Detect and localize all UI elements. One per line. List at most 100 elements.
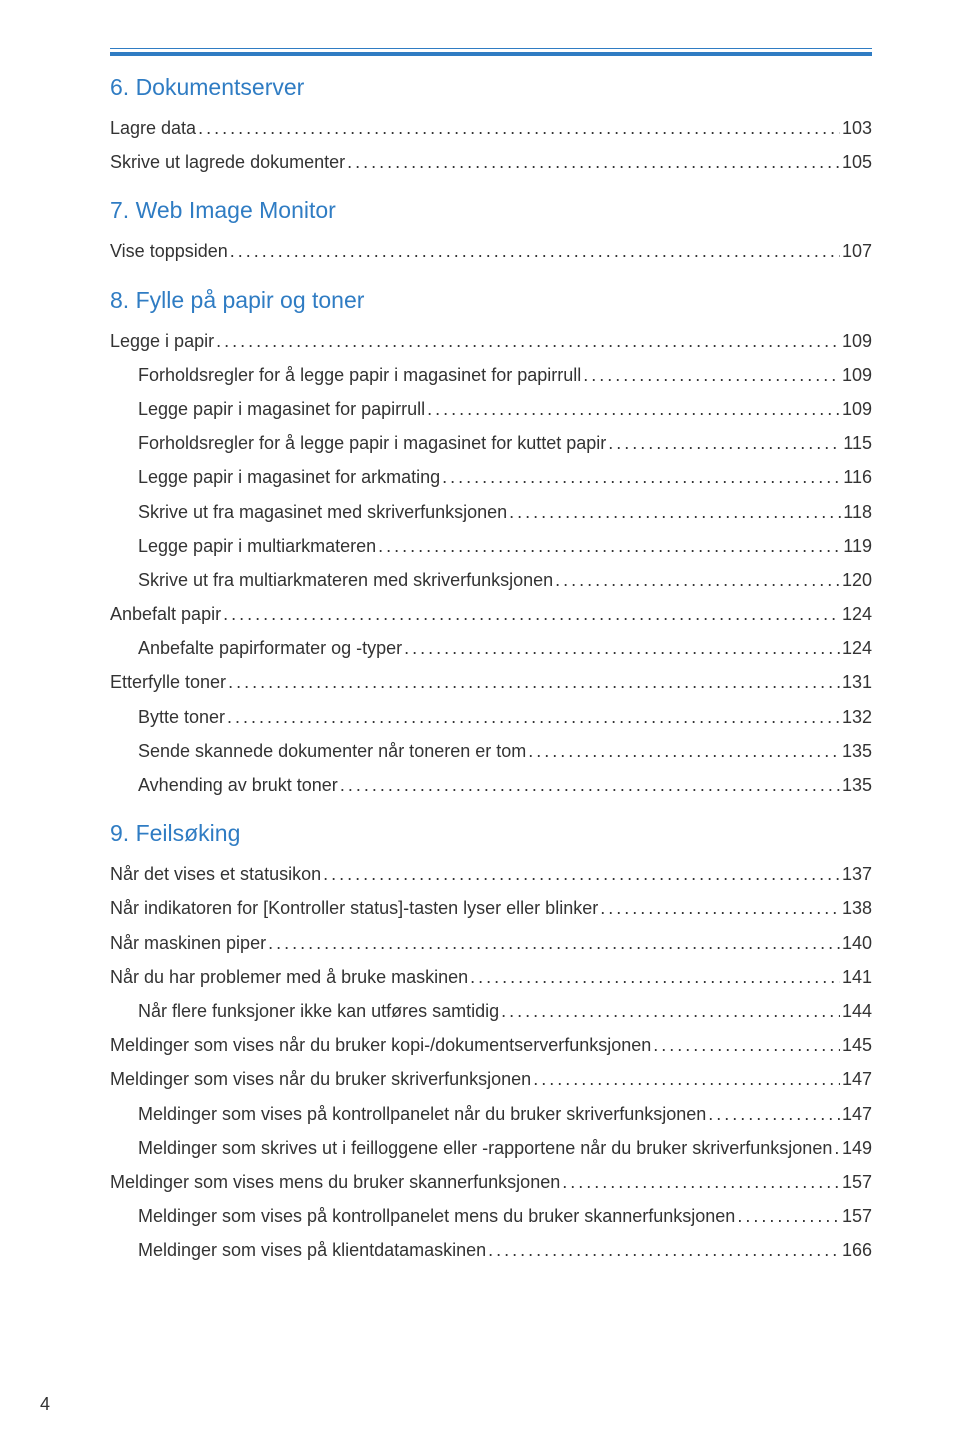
- toc-leader-dots: [404, 631, 840, 665]
- toc-entry-label: Avhending av brukt toner: [138, 768, 338, 802]
- toc-entry: Legge i papir109: [110, 324, 872, 358]
- toc-entry: Meldinger som skrives ut i feilloggene e…: [110, 1131, 872, 1165]
- toc-entry-page: 144: [842, 994, 872, 1028]
- toc-entry: Anbefalt papir124: [110, 597, 872, 631]
- toc-leader-dots: [227, 700, 840, 734]
- toc-entry: Meldinger som vises på kontrollpanelet n…: [110, 1097, 872, 1131]
- toc-leader-dots: [427, 392, 840, 426]
- toc-entry-page: 105: [842, 145, 872, 179]
- toc-leader-dots: [509, 495, 841, 529]
- top-rule-thin: [110, 48, 872, 49]
- toc-entry: Etterfylle toner131: [110, 665, 872, 699]
- toc-entry: Sende skannede dokumenter når toneren er…: [110, 734, 872, 768]
- toc-entry-page: 120: [842, 563, 872, 597]
- toc-entry-page: 141: [842, 960, 872, 994]
- toc-entry-page: 107: [842, 234, 872, 268]
- toc-entry: Når det vises et statusikon 137: [110, 857, 872, 891]
- toc-entry-label: Når maskinen piper: [110, 926, 266, 960]
- toc-entry-label: Lagre data: [110, 111, 196, 145]
- toc-entry-label: Skrive ut fra multiarkmateren med skrive…: [138, 563, 553, 597]
- toc-entry-page: 132: [842, 700, 872, 734]
- toc-entry-page: 124: [842, 631, 872, 665]
- toc-entry-label: Legge papir i multiarkmateren: [138, 529, 376, 563]
- toc-leader-dots: [501, 994, 840, 1028]
- toc-entry-page: 119: [843, 529, 872, 563]
- toc-leader-dots: [198, 111, 840, 145]
- toc-entry: Anbefalte papirformater og -typer124: [110, 631, 872, 665]
- toc-entry: Når indikatoren for [Kontroller status]-…: [110, 891, 872, 925]
- toc-entry-label: Anbefalt papir: [110, 597, 221, 631]
- section-title: 8. Fylle på papir og toner: [110, 287, 872, 314]
- toc-entry-label: Legge papir i magasinet for arkmating: [138, 460, 440, 494]
- toc-entry-page: 147: [842, 1062, 872, 1096]
- section-title: 6. Dokumentserver: [110, 74, 872, 101]
- toc-entry: Når du har problemer med å bruke maskine…: [110, 960, 872, 994]
- page-number: 4: [40, 1394, 50, 1415]
- toc-leader-dots: [216, 324, 840, 358]
- toc-entry-label: Meldinger som vises mens du bruker skann…: [110, 1165, 560, 1199]
- toc-entry: Skrive ut fra magasinet med skriverfunks…: [110, 495, 872, 529]
- toc-entry-page: 116: [843, 460, 872, 494]
- toc-entry: Meldinger som vises mens du bruker skann…: [110, 1165, 872, 1199]
- toc-entry-page: 135: [842, 734, 872, 768]
- section-title: 9. Feilsøking: [110, 820, 872, 847]
- toc-entry-label: Meldinger som vises på kontrollpanelet n…: [138, 1097, 706, 1131]
- toc-entry-label: Bytte toner: [138, 700, 225, 734]
- toc-entry: Skrive ut lagrede dokumenter 105: [110, 145, 872, 179]
- toc-leader-dots: [708, 1097, 840, 1131]
- toc-leader-dots: [562, 1165, 840, 1199]
- toc-leader-dots: [528, 734, 840, 768]
- toc-leader-dots: [340, 768, 840, 802]
- toc-entry-label: Når det vises et statusikon: [110, 857, 321, 891]
- toc-entry-page: 118: [843, 495, 872, 529]
- toc-entry-page: 157: [842, 1165, 872, 1199]
- toc-entry: Når maskinen piper 140: [110, 926, 872, 960]
- toc-entry: Meldinger som vises på kontrollpanelet m…: [110, 1199, 872, 1233]
- toc-entry: Meldinger som vises når du bruker skrive…: [110, 1062, 872, 1096]
- toc-leader-dots: [653, 1028, 840, 1062]
- toc-entry-label: Når indikatoren for [Kontroller status]-…: [110, 891, 598, 925]
- toc-entry-page: 166: [842, 1233, 872, 1267]
- toc-leader-dots: [268, 926, 840, 960]
- toc-entry: Legge papir i magasinet for papirrull109: [110, 392, 872, 426]
- toc-entry: Forholdsregler for å legge papir i magas…: [110, 358, 872, 392]
- toc-leader-dots: [488, 1233, 840, 1267]
- toc-entry: Meldinger som vises på klientdatamaskine…: [110, 1233, 872, 1267]
- toc-entry: Når flere funksjoner ikke kan utføres sa…: [110, 994, 872, 1028]
- toc-entry-page: 138: [842, 891, 872, 925]
- toc-entry-label: Skrive ut lagrede dokumenter: [110, 145, 345, 179]
- document-page: 6. DokumentserverLagre data103Skrive ut …: [0, 0, 960, 1455]
- toc-leader-dots: [470, 960, 840, 994]
- toc-entry-label: Legge papir i magasinet for papirrull: [138, 392, 425, 426]
- toc-entry-label: Forholdsregler for å legge papir i magas…: [138, 426, 606, 460]
- toc-entry-label: Meldinger som vises på klientdatamaskine…: [138, 1233, 486, 1267]
- section-title: 7. Web Image Monitor: [110, 197, 872, 224]
- toc-entry-label: Når flere funksjoner ikke kan utføres sa…: [138, 994, 499, 1028]
- toc-entry-label: Når du har problemer med å bruke maskine…: [110, 960, 468, 994]
- toc-entry-label: Forholdsregler for å legge papir i magas…: [138, 358, 581, 392]
- toc-entry-page: 103: [842, 111, 872, 145]
- toc-leader-dots: [737, 1199, 840, 1233]
- toc-leader-dots: [223, 597, 840, 631]
- toc-entry-page: 109: [842, 358, 872, 392]
- toc-entry: Vise toppsiden107: [110, 234, 872, 268]
- toc-entry-label: Meldinger som skrives ut i feilloggene e…: [138, 1131, 832, 1165]
- toc-leader-dots: [555, 563, 840, 597]
- toc-entry-page: 140: [842, 926, 872, 960]
- toc-leader-dots: [442, 460, 841, 494]
- toc-leader-dots: [323, 857, 840, 891]
- toc-entry-page: 135: [842, 768, 872, 802]
- toc-leader-dots: [230, 234, 840, 268]
- toc-entry: Avhending av brukt toner 135: [110, 768, 872, 802]
- toc-entry-label: Meldinger som vises når du bruker kopi-/…: [110, 1028, 651, 1062]
- toc-entry-label: Skrive ut fra magasinet med skriverfunks…: [138, 495, 507, 529]
- toc-leader-dots: [583, 358, 840, 392]
- toc-entry-page: 145: [842, 1028, 872, 1062]
- toc-leader-dots: [347, 145, 840, 179]
- toc-entry-page: 137: [842, 857, 872, 891]
- toc-entry-label: Meldinger som vises på kontrollpanelet m…: [138, 1199, 735, 1233]
- toc-leader-dots: [378, 529, 841, 563]
- toc-entry: Lagre data 103: [110, 111, 872, 145]
- toc-entry: Forholdsregler for å legge papir i magas…: [110, 426, 872, 460]
- toc-entry: Legge papir i multiarkmateren 119: [110, 529, 872, 563]
